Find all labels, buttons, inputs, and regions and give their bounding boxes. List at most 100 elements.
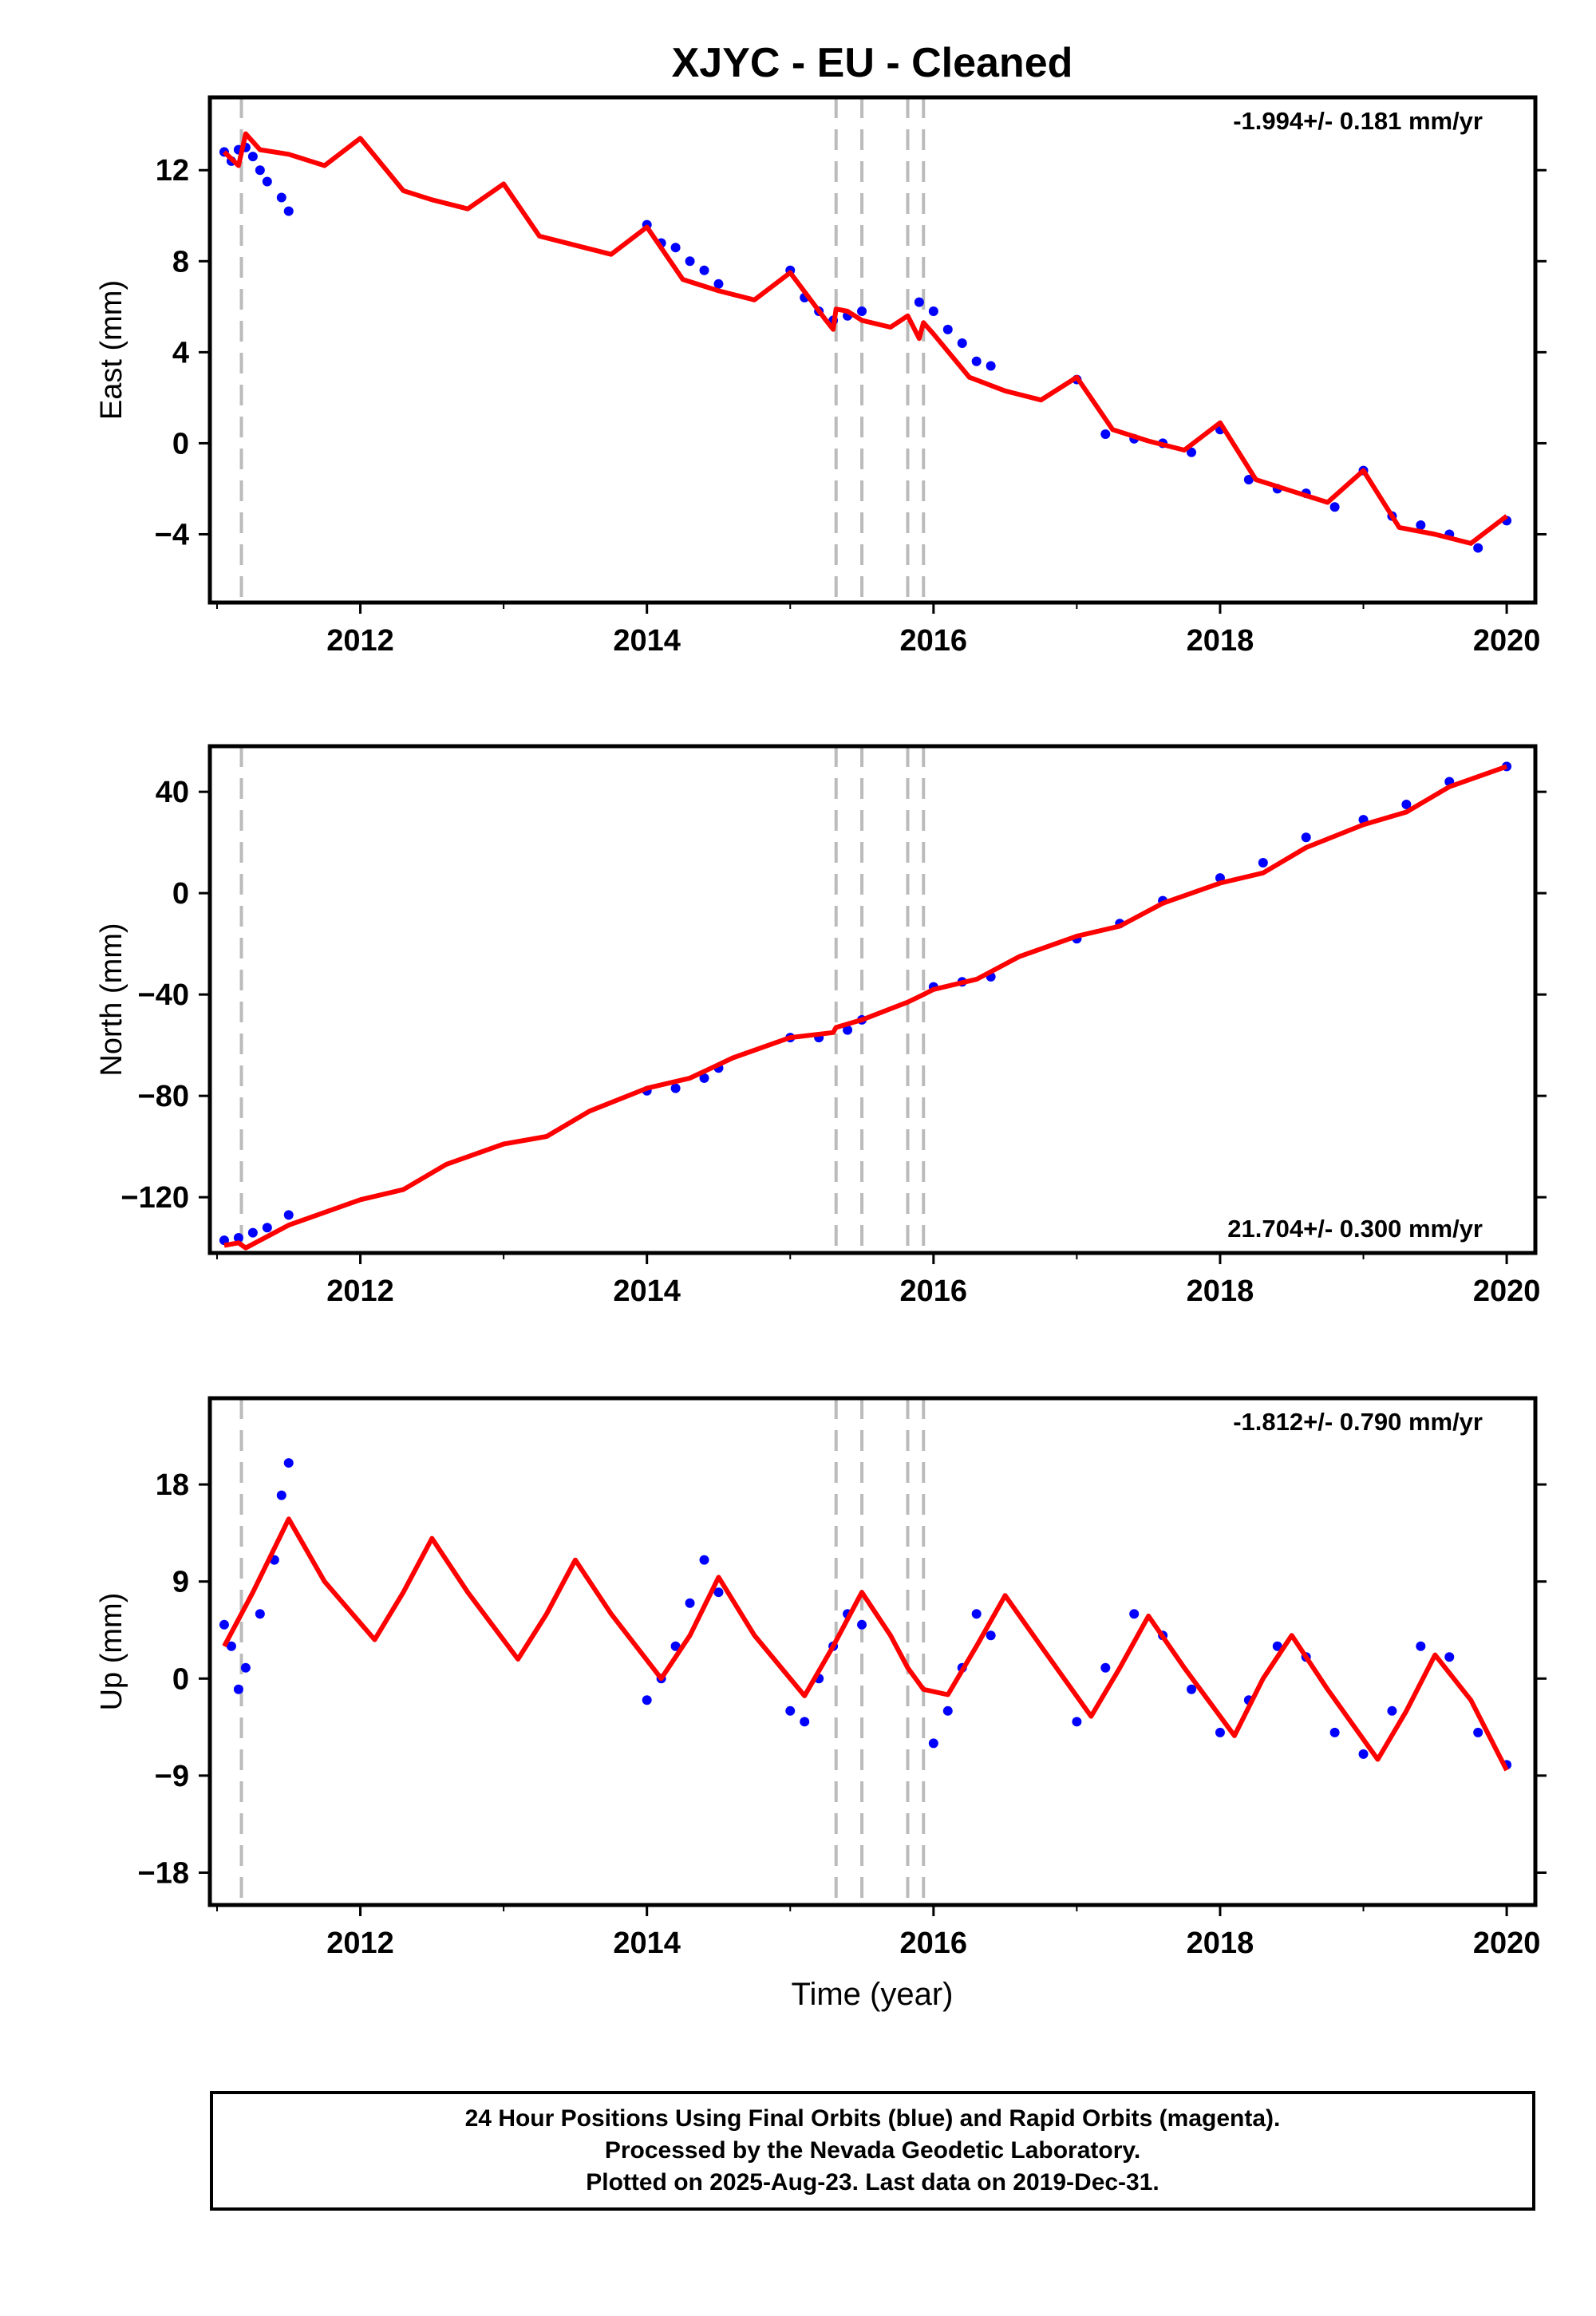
data-point — [276, 192, 286, 203]
data-point — [843, 1025, 853, 1035]
data-point — [785, 1705, 796, 1716]
plot-frame — [207, 1396, 1538, 1907]
model-line — [222, 131, 1508, 546]
data-point — [857, 1619, 867, 1630]
data-point — [942, 1705, 953, 1716]
x-tick-label: 2020 — [1473, 624, 1541, 658]
y-tick-label: 0 — [172, 427, 189, 460]
x-tick-label: 2020 — [1473, 1927, 1541, 1960]
data-point — [670, 1641, 681, 1651]
data-point — [670, 243, 681, 253]
data-point — [699, 1073, 709, 1083]
data-point — [1387, 1705, 1397, 1716]
data-point — [283, 1458, 294, 1468]
x-axis-label: Time (year) — [792, 1977, 954, 2012]
data-point — [276, 1490, 286, 1500]
data-point — [685, 1598, 695, 1608]
data-point — [219, 1619, 229, 1630]
y-axis-label: North (mm) — [95, 923, 128, 1076]
data-point — [262, 176, 272, 187]
data-point — [857, 306, 867, 317]
data-point — [283, 206, 294, 216]
data-point — [928, 306, 938, 317]
data-point — [713, 1587, 724, 1598]
x-tick-label: 2016 — [900, 1275, 968, 1308]
model-line — [223, 764, 1508, 1251]
data-point — [1072, 1717, 1082, 1727]
x-tick-label: 2014 — [613, 1927, 681, 1960]
y-tick-label: −4 — [155, 518, 189, 551]
data-point — [914, 297, 924, 307]
rate-annotation: -1.812+/- 0.790 mm/yr — [1233, 1408, 1483, 1436]
x-tick-label: 2012 — [326, 624, 394, 658]
data-point — [1100, 429, 1111, 439]
y-axis-label: Up (mm) — [95, 1593, 128, 1711]
note-line-plot-date: Plotted on 2025-Aug-23. Last data on 201… — [586, 2169, 1159, 2195]
x-tick-label: 2016 — [900, 1927, 968, 1960]
y-tick-label: 9 — [172, 1566, 189, 1599]
processing-note-box: 24 Hour Positions Using Final Orbits (bl… — [210, 2091, 1535, 2211]
plot-frame — [207, 744, 1538, 1255]
note-line-orbits: 24 Hour Positions Using Final Orbits (bl… — [464, 2105, 1281, 2132]
data-point — [247, 1227, 258, 1238]
data-point — [1243, 475, 1254, 485]
data-point — [283, 1210, 294, 1220]
data-point — [800, 1717, 810, 1727]
data-point — [1301, 832, 1311, 843]
data-point — [699, 1555, 709, 1565]
data-point — [1329, 1727, 1340, 1737]
data-point — [986, 361, 996, 371]
data-point — [233, 1232, 243, 1243]
y-tick-label: −9 — [155, 1760, 189, 1793]
data-point — [699, 265, 709, 275]
data-point — [670, 1083, 681, 1093]
data-point — [971, 356, 982, 366]
x-tick-label: 2016 — [900, 624, 968, 658]
y-tick-label: 4 — [172, 336, 189, 370]
data-point — [1358, 1749, 1369, 1759]
data-point — [226, 1641, 236, 1651]
data-point — [642, 1695, 652, 1705]
data-point — [1187, 447, 1197, 457]
rate-annotation: 21.704+/- 0.300 mm/yr — [1227, 1215, 1483, 1243]
data-point — [240, 1662, 251, 1673]
data-point — [1329, 502, 1340, 512]
data-point — [928, 1738, 938, 1749]
y-tick-label: 12 — [156, 154, 189, 188]
data-point — [255, 1609, 265, 1619]
y-tick-label: 40 — [156, 776, 189, 809]
data-point — [1272, 1641, 1282, 1651]
data-point — [957, 338, 967, 348]
x-tick-label: 2018 — [1187, 1275, 1254, 1308]
y-tick-label: 8 — [172, 245, 189, 279]
y-tick-label: −80 — [138, 1080, 189, 1113]
data-point — [685, 256, 695, 267]
panel-east: 2012 2014 2016 2018 2020 −4 0 4 8 12 East (mm) -1.9… — [95, 95, 1547, 658]
data-point — [1187, 1684, 1197, 1694]
data-point — [1473, 1727, 1483, 1737]
data-point — [233, 1684, 243, 1694]
data-point — [255, 165, 265, 176]
data-point — [1473, 543, 1483, 553]
x-tick-label: 2018 — [1187, 1927, 1254, 1960]
y-tick-label: 0 — [172, 1662, 189, 1696]
y-tick-label: −40 — [138, 978, 189, 1012]
data-point — [942, 324, 953, 334]
x-tick-label: 2012 — [326, 1275, 394, 1308]
x-tick-label: 2014 — [613, 1275, 681, 1308]
data-point — [1416, 1641, 1426, 1651]
data-point — [1215, 1727, 1225, 1737]
plot-frame — [207, 95, 1538, 605]
x-tick-label: 2012 — [326, 1927, 394, 1960]
data-point — [1100, 1662, 1111, 1673]
data-point — [1401, 800, 1412, 810]
figure-title: XJYC - EU - Cleaned — [672, 40, 1073, 86]
x-tick-label: 2020 — [1473, 1275, 1541, 1308]
data-point — [1258, 858, 1268, 868]
data-point — [1444, 1652, 1455, 1662]
data-point — [1129, 1609, 1140, 1619]
note-line-processed-by: Processed by the Nevada Geodetic Laborat… — [604, 2137, 1141, 2164]
rate-annotation: -1.994+/- 0.181 mm/yr — [1233, 107, 1483, 135]
